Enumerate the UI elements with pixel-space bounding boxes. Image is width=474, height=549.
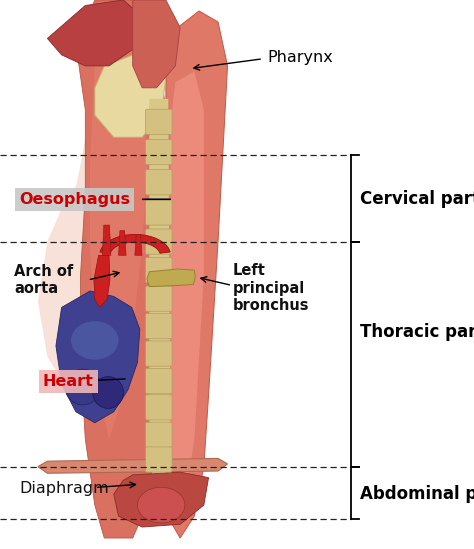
Text: Abdominal part: Abdominal part — [360, 485, 474, 503]
Polygon shape — [114, 472, 209, 527]
Text: Diaphragm: Diaphragm — [19, 481, 109, 496]
FancyBboxPatch shape — [146, 229, 172, 254]
Polygon shape — [47, 0, 142, 66]
Polygon shape — [118, 231, 126, 255]
Polygon shape — [166, 11, 228, 538]
FancyBboxPatch shape — [146, 447, 172, 472]
Text: Pharynx: Pharynx — [268, 50, 334, 65]
Polygon shape — [95, 55, 166, 137]
FancyBboxPatch shape — [146, 170, 172, 195]
Ellipse shape — [71, 321, 118, 360]
FancyBboxPatch shape — [146, 257, 172, 283]
Polygon shape — [76, 0, 171, 538]
Polygon shape — [90, 11, 147, 439]
FancyBboxPatch shape — [146, 139, 172, 165]
Text: Thoracic part: Thoracic part — [360, 323, 474, 341]
Polygon shape — [94, 255, 110, 307]
Polygon shape — [102, 225, 111, 255]
FancyBboxPatch shape — [146, 313, 172, 339]
FancyBboxPatch shape — [146, 200, 172, 225]
Ellipse shape — [65, 369, 100, 405]
Polygon shape — [135, 234, 142, 255]
FancyBboxPatch shape — [146, 395, 172, 420]
FancyBboxPatch shape — [146, 109, 172, 135]
Polygon shape — [38, 458, 228, 473]
FancyBboxPatch shape — [146, 422, 172, 447]
FancyBboxPatch shape — [146, 341, 172, 366]
Polygon shape — [171, 71, 204, 522]
Text: Cervical part: Cervical part — [360, 190, 474, 208]
Text: Oesophagus: Oesophagus — [19, 192, 130, 207]
Text: Arch of
aorta: Arch of aorta — [14, 264, 73, 296]
Ellipse shape — [137, 488, 185, 523]
Polygon shape — [38, 93, 152, 406]
FancyBboxPatch shape — [146, 368, 172, 394]
Polygon shape — [147, 269, 195, 287]
FancyBboxPatch shape — [146, 286, 172, 311]
Polygon shape — [133, 0, 180, 88]
Polygon shape — [149, 99, 171, 467]
Ellipse shape — [92, 377, 123, 408]
Polygon shape — [56, 291, 140, 423]
Polygon shape — [100, 234, 170, 253]
Text: Heart: Heart — [43, 374, 93, 389]
Text: Left
principal
bronchus: Left principal bronchus — [232, 264, 309, 313]
